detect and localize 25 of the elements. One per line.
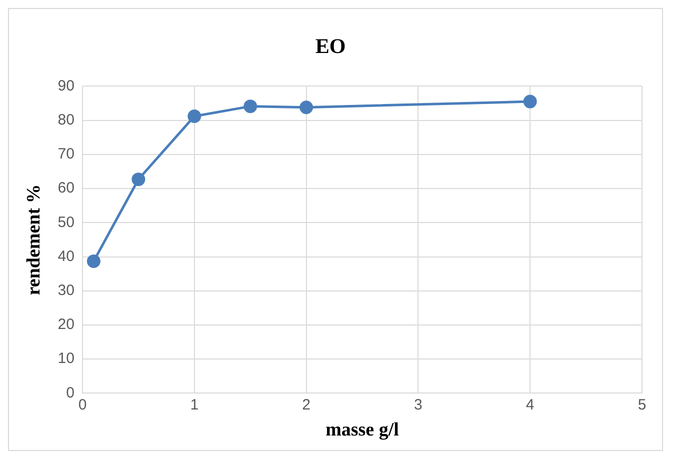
point — [244, 100, 258, 114]
x-axis-title: masse g/l — [326, 420, 399, 441]
x-tick-label: 3 — [414, 396, 422, 414]
point — [523, 94, 537, 108]
y-tick-label: 30 — [58, 282, 74, 300]
point — [132, 172, 146, 186]
y-tick-label: 10 — [58, 350, 74, 368]
y-tick-label: 0 — [66, 384, 74, 402]
x-tick-label: 1 — [190, 396, 199, 414]
point — [188, 109, 202, 123]
point — [86, 254, 100, 268]
x-tick-label: 4 — [526, 396, 534, 414]
point — [300, 100, 314, 114]
y-axis-title: rendement % — [23, 184, 44, 296]
y-tick-label: 40 — [58, 248, 74, 265]
y-tick-label: 90 — [58, 77, 74, 94]
chart-title: EO — [315, 34, 346, 58]
y-tick-label: 50 — [58, 214, 74, 231]
x-tick-label: 5 — [638, 396, 646, 414]
y-tick-label: 80 — [58, 111, 74, 128]
x-tick-label: 0 — [78, 396, 87, 414]
y-tick-label: 70 — [58, 146, 74, 163]
y-tick-label: 60 — [58, 180, 74, 197]
y-tick-label: 20 — [58, 316, 74, 334]
x-tick-label: 2 — [302, 396, 310, 414]
